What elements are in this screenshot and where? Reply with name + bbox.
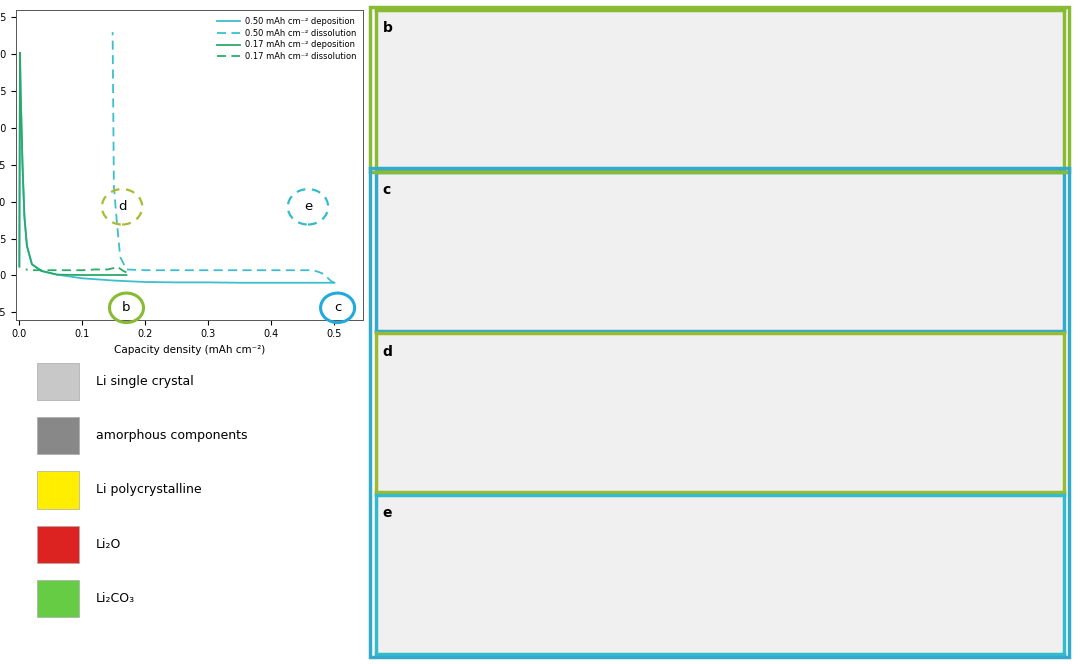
Text: Li₂O: Li₂O bbox=[96, 538, 121, 550]
FancyBboxPatch shape bbox=[37, 363, 79, 400]
FancyBboxPatch shape bbox=[37, 471, 79, 509]
Text: d: d bbox=[382, 345, 392, 359]
Text: Li polycrystalline: Li polycrystalline bbox=[96, 483, 202, 497]
Legend: 0.50 mAh cm⁻² deposition, 0.50 mAh cm⁻² dissolution, 0.17 mAh cm⁻² deposition, 0: 0.50 mAh cm⁻² deposition, 0.50 mAh cm⁻² … bbox=[215, 14, 359, 64]
Text: c: c bbox=[334, 301, 341, 314]
Text: e: e bbox=[303, 201, 312, 213]
FancyBboxPatch shape bbox=[37, 580, 79, 617]
Text: d: d bbox=[118, 201, 126, 213]
Text: b: b bbox=[122, 301, 131, 314]
FancyBboxPatch shape bbox=[37, 417, 79, 454]
Text: Li single crystal: Li single crystal bbox=[96, 375, 193, 388]
FancyBboxPatch shape bbox=[37, 525, 79, 562]
Text: amorphous components: amorphous components bbox=[96, 429, 247, 442]
Text: Li₂CO₃: Li₂CO₃ bbox=[96, 592, 135, 605]
X-axis label: Capacity density (mAh cm⁻²): Capacity density (mAh cm⁻²) bbox=[113, 345, 265, 355]
Text: e: e bbox=[382, 506, 392, 521]
Text: c: c bbox=[382, 183, 391, 197]
Text: b: b bbox=[382, 21, 392, 35]
